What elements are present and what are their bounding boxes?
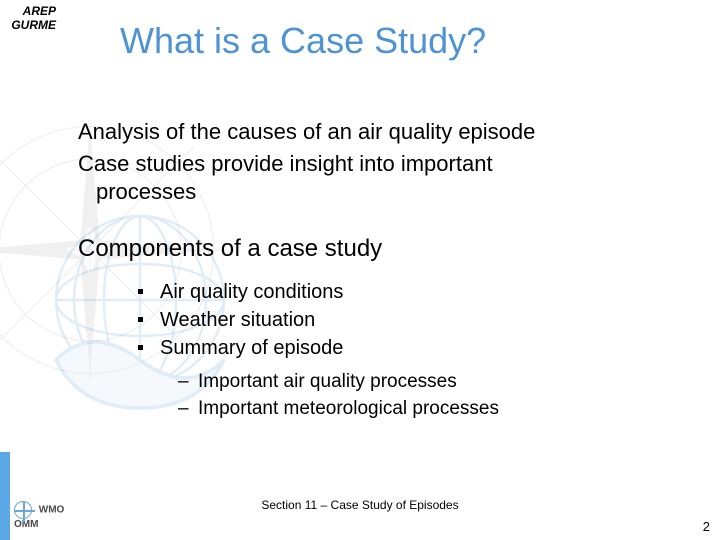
dash-list: Important air quality processes Importan… [178,368,678,422]
paragraph-2-line1: Case studies provide insight into import… [78,151,493,176]
subheading: Components of a case study [78,234,678,264]
footer-section-label: Section 11 – Case Study of Episodes [0,498,720,512]
paragraph-2-line2: processes [78,178,678,206]
bullet-item: Weather situation [138,306,678,334]
program-label-line1: AREP [23,4,56,18]
slide-title: What is a Case Study? [120,20,486,62]
dash-item: Important meteorological processes [178,395,678,422]
accent-stripe [0,452,10,540]
dash-item: Important air quality processes [178,368,678,395]
slide-body: Analysis of the causes of an air quality… [78,118,678,422]
program-label: AREP GURME [0,4,56,32]
bullet-item: Summary of episode [138,334,678,362]
paragraph-2: Case studies provide insight into import… [78,150,678,206]
wmo-line2: OMM [14,519,38,530]
program-label-line2: GURME [11,18,56,32]
bullet-list: Air quality conditions Weather situation… [138,278,678,362]
page-number: 2 [703,519,710,534]
bullet-item: Air quality conditions [138,278,678,306]
paragraph-1: Analysis of the causes of an air quality… [78,118,678,146]
slide: AREP GURME What is a Case Study? Analysi… [0,0,720,540]
